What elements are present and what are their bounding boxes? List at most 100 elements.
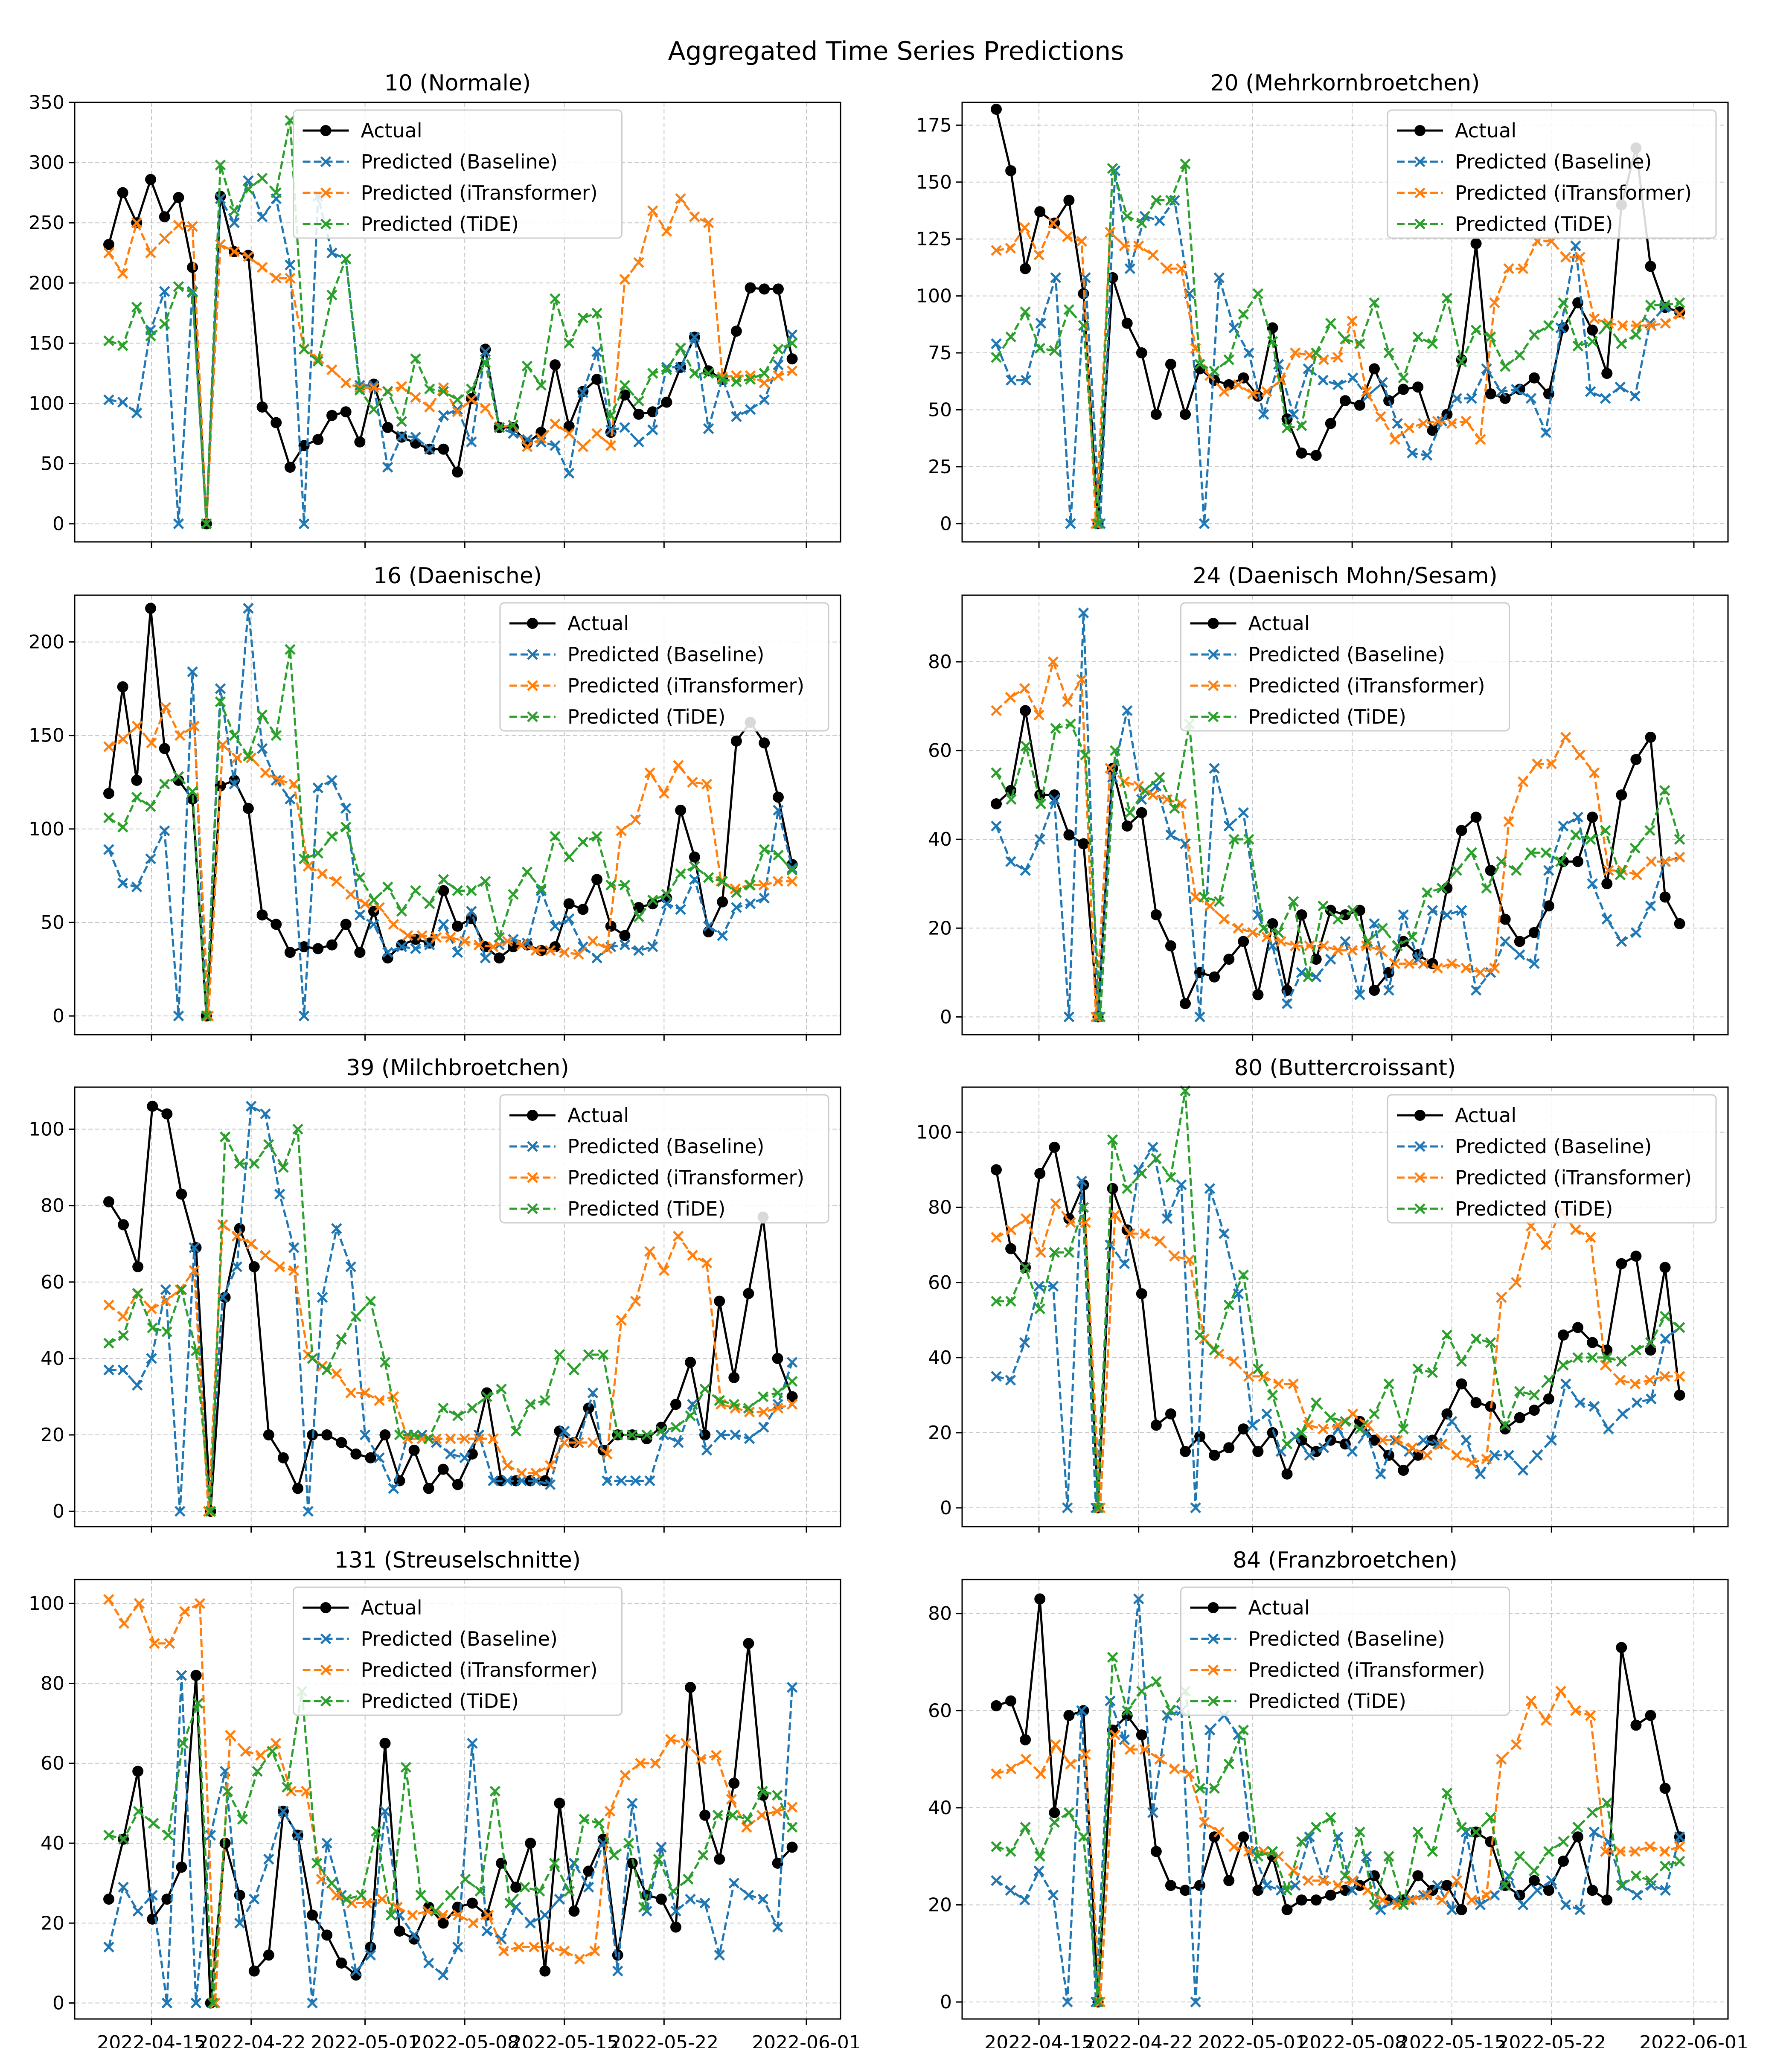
data-point [786,365,798,377]
data-point [1510,1739,1522,1750]
data-point [118,1618,130,1629]
data-point [256,211,268,222]
x-tick-label: 2022-05-08 [410,2032,519,2048]
data-point [620,1770,631,1781]
data-point [1645,731,1656,743]
data-point [1659,891,1671,903]
data-point [1062,231,1073,242]
data-point [1616,789,1627,801]
data-point [354,909,366,921]
legend-marker [527,618,538,629]
data-point [605,410,617,421]
data-point [103,1594,114,1605]
data-point [772,1921,783,1933]
data-point [675,868,686,879]
data-point [1369,363,1380,375]
data-point [1421,450,1433,461]
data-point [1489,297,1500,308]
data-point [701,1445,713,1456]
data-point [1451,1875,1463,1886]
data-point [1035,1768,1047,1780]
data-point [496,1383,507,1395]
data-point [530,1467,541,1479]
data-point [544,1460,556,1471]
data-point [1340,936,1351,947]
legend-label: Predicted (Baseline) [567,1135,764,1158]
data-point [574,1953,585,1965]
data-point [699,1897,710,1909]
data-point [368,382,379,393]
data-point [1184,1768,1195,1780]
data-point [326,831,337,842]
data-point [271,919,282,930]
data-point [1139,1744,1150,1755]
data-point [703,368,714,379]
data-point [703,217,714,228]
data-point [773,359,784,370]
data-point [1035,317,1047,329]
legend-label: Predicted (iTransformer) [361,1658,598,1681]
data-point [415,1889,426,1901]
data-point [248,1261,260,1272]
legend-marker [1207,1633,1219,1644]
data-point [587,1387,599,1399]
data-point [602,1449,613,1460]
data-point [1063,1247,1075,1258]
data-point [1398,1899,1409,1911]
data-point [670,1422,681,1433]
data-point [1080,749,1091,761]
data-point [1630,1719,1642,1731]
data-point [1398,1423,1409,1434]
data-point [539,1395,551,1406]
data-point [616,825,627,837]
data-point [559,1425,570,1437]
data-point [1540,847,1552,858]
data-point [1247,1420,1258,1431]
data-point [145,247,156,259]
data-point [638,1902,649,1913]
data-point [1078,1705,1089,1716]
data-point [1213,896,1225,907]
y-tick-label: 300 [29,152,64,174]
data-point [634,1757,646,1769]
legend-marker [320,1602,332,1613]
x-tick-label: 2022-05-15 [510,2032,619,2048]
data-point [1006,375,1017,386]
data-point [1176,263,1187,274]
legend-label: Actual [567,612,629,635]
data-point [1169,1763,1180,1775]
data-point [1020,1734,1031,1745]
data-point [1421,887,1433,898]
data-point [1020,1821,1031,1833]
data-point [488,1475,499,1487]
data-point [312,782,324,794]
data-point [1150,409,1162,420]
data-point [103,335,114,346]
data-point [1288,409,1299,420]
data-point [374,1452,385,1463]
data-point [583,1865,594,1877]
data-point [1233,379,1244,390]
data-point [689,874,700,885]
data-point [1034,834,1045,845]
data-point [1631,1890,1643,1901]
y-tick-label: 60 [41,1271,64,1293]
data-point [1601,913,1613,925]
data-point [619,380,631,391]
data-point [134,1598,145,1609]
data-point [1005,1885,1016,1896]
legend-label: Predicted (TiDE) [567,1197,725,1220]
data-point [1288,1378,1299,1390]
data-point [146,1353,157,1364]
data-point [1219,913,1230,925]
data-point [1421,1890,1433,1901]
data-point [1600,393,1611,404]
data-point [131,881,143,893]
y-tick-label: 125 [916,228,952,250]
data-point [145,174,157,185]
data-point [1496,1754,1507,1765]
data-point [1558,1836,1569,1847]
series-line-predicted-baseline- [108,177,793,524]
data-point [488,1433,499,1444]
data-point [1049,345,1060,356]
